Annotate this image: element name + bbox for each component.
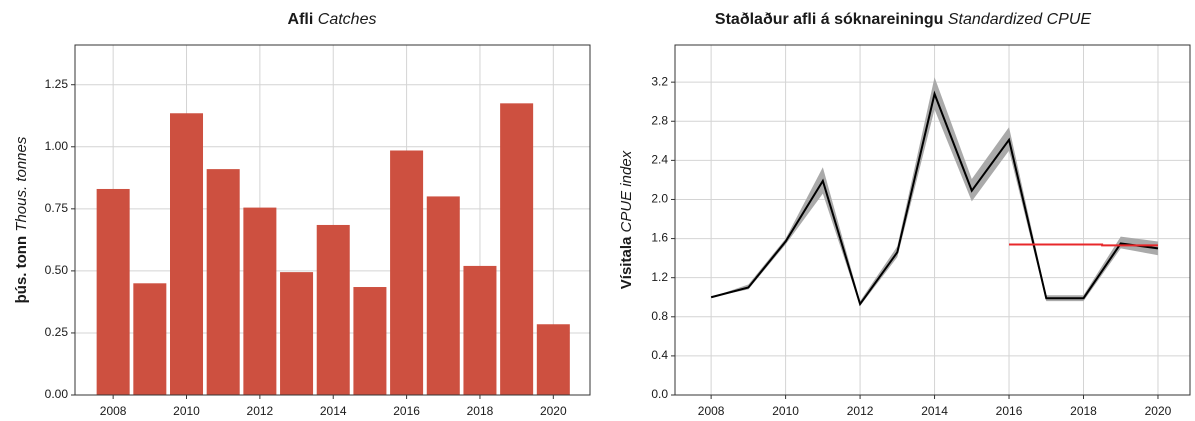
y-tick-label: 0.8 (651, 309, 668, 323)
bar (316, 224, 350, 395)
x-tick-label: 2008 (698, 404, 725, 418)
bar (280, 272, 314, 395)
y-tick-label: 2.0 (651, 192, 668, 206)
x-tick-label: 2016 (393, 404, 420, 418)
bar (390, 150, 424, 395)
line (1009, 243, 1158, 247)
x-tick-label: 2016 (996, 404, 1023, 418)
y-tick-label: 1.2 (651, 270, 668, 284)
chart-title: Afli Catches (288, 11, 377, 28)
line (710, 90, 1159, 307)
bar (353, 287, 387, 395)
ylabel-english: Thous. tonnes (13, 136, 30, 232)
y-axis-label: Vísitala CPUE index (618, 150, 635, 289)
y-tick-label: 1.25 (45, 77, 69, 91)
x-tick-label: 2020 (1145, 404, 1172, 418)
x-tick-label: 2010 (173, 404, 200, 418)
bar (463, 265, 497, 395)
y-tick-label: 0.4 (651, 348, 668, 362)
y-tick-label: 0.25 (45, 325, 69, 339)
ylabel-english: CPUE index (618, 150, 635, 232)
bar (426, 196, 460, 395)
title-main: Afli (288, 11, 314, 28)
x-tick-label: 2012 (847, 404, 874, 418)
y-tick-label: 0.50 (45, 263, 69, 277)
title-english: Standardized CPUE (948, 11, 1092, 28)
x-tick-label: 2014 (921, 404, 948, 418)
bar (133, 283, 167, 395)
x-tick-label: 2020 (540, 404, 567, 418)
y-tick-label: 2.8 (651, 113, 668, 127)
bar (500, 103, 534, 395)
title-english: Catches (318, 11, 377, 28)
bar (96, 188, 130, 395)
x-tick-label: 2014 (320, 404, 347, 418)
bar (536, 324, 570, 395)
y-tick-label: 1.6 (651, 231, 668, 245)
y-tick-label: 2.4 (651, 153, 668, 167)
x-tick-label: 2018 (467, 404, 494, 418)
x-tick-label: 2012 (247, 404, 274, 418)
y-tick-label: 0.0 (651, 387, 668, 401)
y-axis-label: þús. tonn Thous. tonnes (13, 136, 30, 303)
y-tick-label: 0.75 (45, 201, 69, 215)
ylabel-main: Vísitala (618, 236, 635, 289)
x-tick-label: 2010 (772, 404, 799, 418)
bar (243, 207, 277, 395)
bar (206, 169, 240, 395)
y-tick-label: 0.00 (45, 387, 69, 401)
panel-border (674, 44, 1191, 396)
y-tick-label: 3.2 (651, 74, 668, 88)
x-tick-label: 2008 (100, 404, 127, 418)
x-tick-label: 2018 (1070, 404, 1097, 418)
panel-border (74, 44, 591, 396)
bar (170, 113, 204, 395)
title-main: Staðlaður afli á sóknareiningu (715, 11, 944, 28)
chart-title: Staðlaður afli á sóknareiningu Standardi… (715, 11, 1091, 28)
ylabel-main: þús. tonn (13, 236, 30, 304)
y-tick-label: 1.00 (45, 139, 69, 153)
